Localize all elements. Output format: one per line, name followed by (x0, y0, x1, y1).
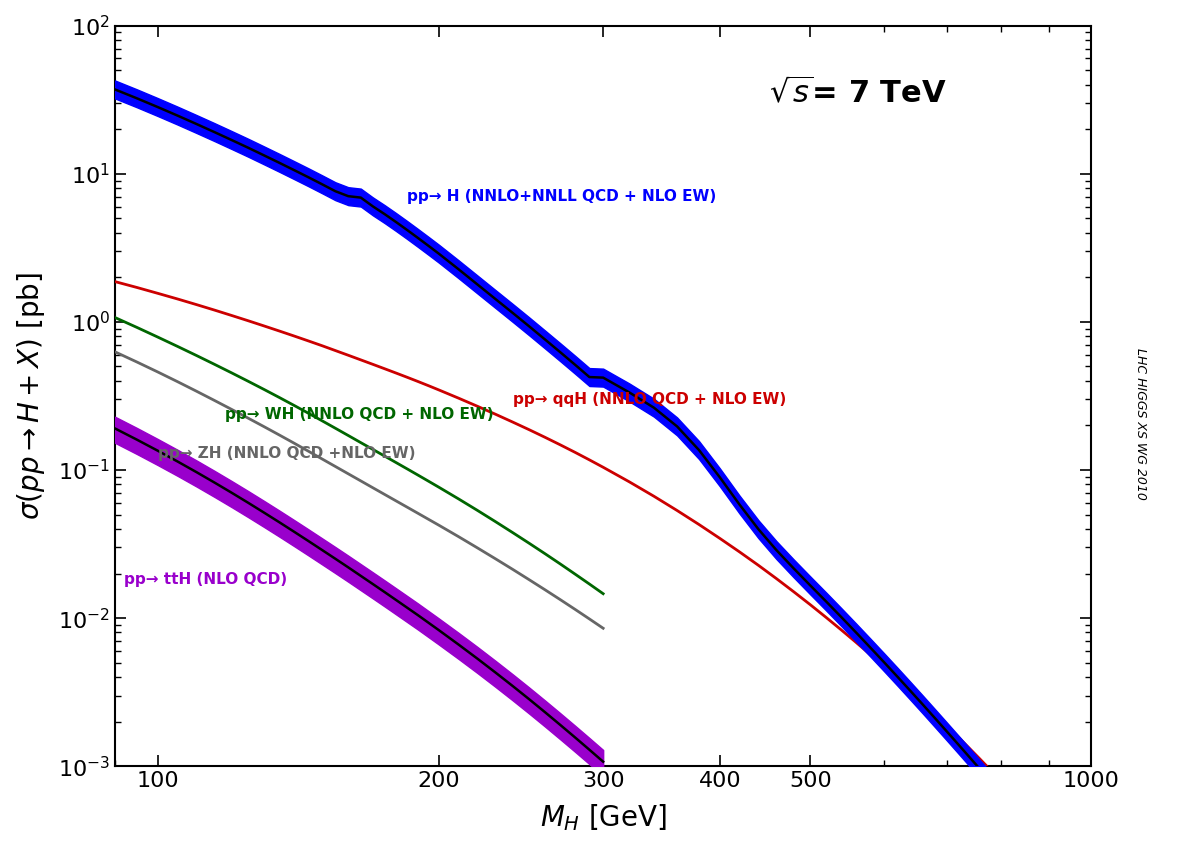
Text: pp→ WH (NNLO QCD + NLO EW): pp→ WH (NNLO QCD + NLO EW) (225, 407, 494, 422)
Text: pp→ H (NNLO+NNLL QCD + NLO EW): pp→ H (NNLO+NNLL QCD + NLO EW) (407, 189, 716, 204)
Text: LHC HIGGS XS WG 2010: LHC HIGGS XS WG 2010 (1135, 348, 1147, 500)
Text: pp→ ZH (NNLO QCD +NLO EW): pp→ ZH (NNLO QCD +NLO EW) (157, 446, 415, 461)
Text: pp→ qqH (NNLO QCD + NLO EW): pp→ qqH (NNLO QCD + NLO EW) (513, 392, 786, 407)
X-axis label: $M_H$ [GeV]: $M_H$ [GeV] (540, 802, 667, 833)
Text: pp→ ttH (NLO QCD): pp→ ttH (NLO QCD) (124, 572, 287, 587)
Y-axis label: $\sigma(pp \rightarrow H+X)$ [pb]: $\sigma(pp \rightarrow H+X)$ [pb] (15, 272, 47, 520)
Text: $\sqrt{s}$= 7 TeV: $\sqrt{s}$= 7 TeV (769, 77, 947, 109)
